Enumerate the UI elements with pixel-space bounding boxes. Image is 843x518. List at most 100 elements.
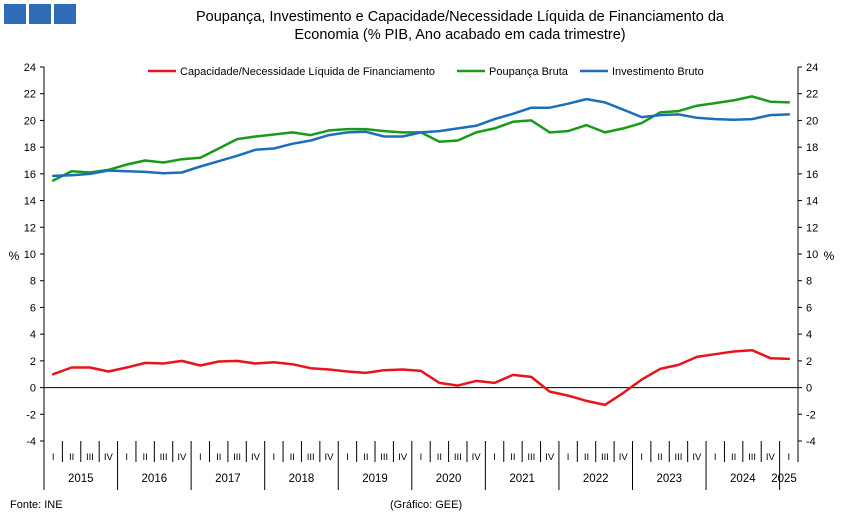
quarter-label: II [510,452,515,463]
y-tick-label-left: 10 [24,249,36,261]
y-tick-label-right: 22 [806,89,818,101]
quarter-label: I [125,452,128,463]
year-label: 2020 [436,473,462,485]
quarter-label: II [216,452,221,463]
year-label: 2025 [771,473,797,485]
y-tick-label-left: 14 [24,196,36,208]
y-tick-label-right: 20 [806,115,818,127]
y-tick-label-right: 4 [806,329,812,341]
quarter-label: III [380,452,388,463]
quarter-label: II [731,452,736,463]
y-tick-label-left: -4 [26,436,36,448]
quarter-label: II [363,452,368,463]
y-tick-label-right: -4 [806,436,816,448]
quarter-label: I [420,452,423,463]
y-tick-label-right: 24 [806,62,818,74]
quarter-label: II [584,452,589,463]
quarter-label: I [787,452,790,463]
y-axis-label-right: % [824,249,835,263]
quarter-label: II [143,452,148,463]
y-tick-label-left: 4 [30,329,36,341]
logo-square-2 [29,4,51,24]
year-label: 2024 [730,473,756,485]
y-tick-label-left: 22 [24,89,36,101]
year-label: 2016 [142,473,168,485]
y-tick-label-right: 12 [806,222,818,234]
quarter-label: II [437,452,442,463]
quarter-label: I [567,452,570,463]
y-tick-label-right: 6 [806,302,812,314]
quarter-label: IV [472,452,482,463]
chart-credit: (Gráfico: GEE) [390,499,463,511]
year-label: 2021 [509,473,535,485]
quarter-label: III [160,452,168,463]
logo-square-1 [4,4,26,24]
quarter-label: II [290,452,295,463]
logo-square-3 [54,4,76,24]
quarter-label: II [657,452,662,463]
chart-title-line-2: Economia (% PIB, Ano acabado em cada tri… [294,27,626,43]
quarter-label: IV [766,452,776,463]
y-tick-label-left: 12 [24,222,36,234]
source-note: Fonte: INE [10,499,63,511]
quarter-label: IV [692,452,702,463]
y-tick-label-left: 18 [24,142,36,154]
legend-label: Poupança Bruta [489,66,569,78]
quarter-label: IV [104,452,114,463]
logo [4,4,76,24]
year-label: 2015 [68,473,94,485]
series-line-2 [51,95,791,182]
quarter-label: III [748,452,756,463]
quarter-label: III [307,452,315,463]
series-line-1 [51,348,791,407]
quarter-label: IV [325,452,335,463]
quarter-label: III [233,452,241,463]
quarter-label: I [273,452,276,463]
quarter-label: III [675,452,683,463]
legend-label: Investimento Bruto [612,66,704,78]
year-label: 2017 [215,473,241,485]
y-tick-label-right: 16 [806,169,818,181]
quarter-label: III [601,452,609,463]
y-tick-label-left: 2 [30,356,36,368]
y-axis-label-left: % [9,249,20,263]
y-tick-label-right: 8 [806,276,812,288]
quarter-label: IV [177,452,187,463]
legend-label: Capacidade/Necessidade Líquida de Financ… [180,66,435,78]
y-tick-label-left: 20 [24,115,36,127]
y-tick-label-right: 0 [806,383,812,395]
y-tick-label-right: 18 [806,142,818,154]
y-tick-label-left: -2 [26,409,36,421]
quarter-label: IV [398,452,408,463]
y-tick-label-left: 6 [30,302,36,314]
year-label: 2018 [289,473,315,485]
year-label: 2022 [583,473,609,485]
quarter-label: III [454,452,462,463]
year-label: 2019 [362,473,388,485]
quarter-label: I [714,452,717,463]
y-tick-label-left: 24 [24,62,36,74]
y-tick-label-right: 2 [806,356,812,368]
chart-title: Poupança, Investimento e Capacidade/Nece… [100,8,820,44]
y-tick-label-left: 8 [30,276,36,288]
chart-title-line-1: Poupança, Investimento e Capacidade/Nece… [196,9,724,25]
series-line-3 [51,97,791,178]
quarter-label: IV [545,452,555,463]
y-tick-label-right: -2 [806,409,816,421]
quarter-label: I [199,452,202,463]
year-label: 2023 [656,473,682,485]
quarter-label: I [493,452,496,463]
quarter-label: IV [619,452,629,463]
quarter-label: III [86,452,94,463]
quarter-label: IV [251,452,261,463]
quarter-label: I [346,452,349,463]
quarter-label: I [52,452,55,463]
y-tick-label-right: 14 [806,196,818,208]
quarter-label: III [527,452,535,463]
y-tick-label-left: 0 [30,383,36,395]
y-tick-label-right: 10 [806,249,818,261]
y-tick-label-left: 16 [24,169,36,181]
quarter-label: II [69,452,74,463]
quarter-label: I [640,452,643,463]
